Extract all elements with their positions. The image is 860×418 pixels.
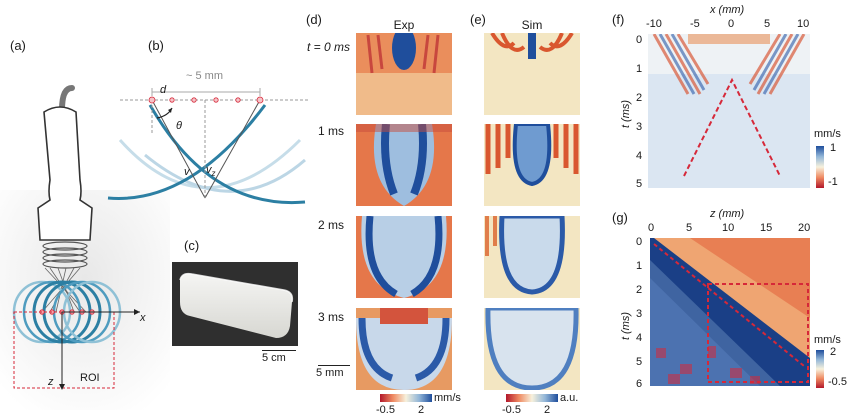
g-ytick-1: 1 <box>636 260 643 272</box>
g-xtick-2: 10 <box>722 222 735 234</box>
axis-z-label: z <box>48 376 54 388</box>
f-xlabel: x (mm) <box>710 4 745 16</box>
g-dashed-diagonal <box>653 243 805 367</box>
f-ylabel: t (ms) <box>620 99 633 129</box>
sim-map-1 <box>484 124 580 206</box>
f-colorbar-max: 1 <box>830 142 837 154</box>
sim-map-3 <box>484 308 580 390</box>
g-colorbar <box>816 350 824 388</box>
f-colorbar-min: -1 <box>828 176 838 188</box>
exp-map-0 <box>356 33 452 115</box>
wavefront-right <box>148 104 306 205</box>
g-ytick-6: 6 <box>636 378 643 390</box>
vz-main: v <box>206 164 212 176</box>
time-label-2: 2 ms <box>317 218 344 232</box>
g-colorbar-min: -0.5 <box>828 376 847 388</box>
sim-map-2 <box>484 216 580 298</box>
photo-scalebar <box>262 350 296 351</box>
g-dashed-box <box>707 283 809 383</box>
v-label: v <box>184 166 190 178</box>
panel-e-label: (e) <box>470 12 486 27</box>
g-ytick-3: 3 <box>636 308 643 320</box>
panel-f-label: (f) <box>612 12 625 27</box>
f-xtick-3: 5 <box>764 18 771 30</box>
g-xtick-0: 0 <box>648 222 655 234</box>
exp-map-2 <box>356 216 452 298</box>
f-ytick-1: 1 <box>636 63 643 75</box>
exp-colorbar-unit: mm/s <box>434 392 461 404</box>
sim-colorbar-unit: a.u. <box>560 392 579 404</box>
sim-title: Sim <box>521 18 543 32</box>
f-ytick-2: 2 <box>636 92 643 104</box>
g-ytick-2: 2 <box>636 284 643 296</box>
panel-a-probe-diagram <box>0 85 170 410</box>
sim-colorbar <box>506 394 558 402</box>
vz-label: vz <box>206 164 216 178</box>
phantom-block <box>180 273 293 338</box>
exp-map-1 <box>356 124 452 206</box>
time-label-0: t = 0 ms <box>306 40 350 54</box>
g-xtick-1: 5 <box>686 222 693 234</box>
f-xtick-2: 0 <box>728 18 735 30</box>
time-label-3: 3 ms <box>317 310 344 324</box>
panel-a-label: (a) <box>10 38 26 53</box>
sim-colorbar-max: 2 <box>544 404 551 416</box>
f-ytick-0: 0 <box>636 34 643 46</box>
axis-x-label: x <box>140 312 146 324</box>
g-ytick-4: 4 <box>636 332 643 344</box>
wavefront-left <box>107 104 267 200</box>
f-colorbar-unit: mm/s <box>814 128 841 140</box>
g-xtick-3: 15 <box>760 222 773 234</box>
g-ylabel: t (ms) <box>620 311 633 341</box>
probe-coils <box>42 241 88 269</box>
panel-b-wave-diagram <box>107 88 310 205</box>
f-dashed-cone <box>683 77 781 177</box>
vz-sub: z <box>211 169 216 179</box>
probe-body <box>37 106 93 241</box>
exp-title: Exp <box>393 18 415 32</box>
roi-label: ROI <box>80 372 100 384</box>
f-ytick-3: 3 <box>636 121 643 133</box>
panel-c-label: (c) <box>184 238 200 253</box>
f-xtick-4: 10 <box>797 18 810 30</box>
span-label: ~ 5 mm <box>186 70 223 82</box>
exp-colorbar-max: 2 <box>418 404 425 416</box>
g-colorbar-max: 2 <box>830 346 837 358</box>
f-heatmap <box>648 34 810 188</box>
exp-map-3 <box>356 308 452 390</box>
g-ytick-0: 0 <box>636 236 643 248</box>
d-label: d <box>160 84 167 96</box>
g-colorbar-unit: mm/s <box>814 334 841 346</box>
sim-colorbar-min: -0.5 <box>502 404 521 416</box>
g-heatmap <box>650 238 810 386</box>
panel-g-label: (g) <box>612 210 628 225</box>
theta-label: θ <box>176 120 182 132</box>
photo-scalebar-label: 5 cm <box>262 352 286 364</box>
f-ytick-5: 5 <box>636 178 643 190</box>
exp-colorbar-min: -0.5 <box>376 404 395 416</box>
f-colorbar <box>816 146 824 188</box>
time-label-1: 1 ms <box>317 124 344 138</box>
map-scalebar-label: 5 mm <box>316 367 344 379</box>
map-scalebar <box>318 365 350 366</box>
f-ytick-4: 4 <box>636 150 643 162</box>
phantom-photo <box>172 262 298 346</box>
panel-d-label: (d) <box>306 12 322 27</box>
g-xtick-4: 20 <box>798 222 811 234</box>
f-xtick-1: -5 <box>690 18 700 30</box>
f-xtick-0: -10 <box>646 18 662 30</box>
g-xlabel: z (mm) <box>710 208 745 220</box>
sim-map-0 <box>484 33 580 115</box>
g-ytick-5: 5 <box>636 356 643 368</box>
exp-colorbar <box>380 394 432 402</box>
panel-b-label: (b) <box>148 38 164 53</box>
